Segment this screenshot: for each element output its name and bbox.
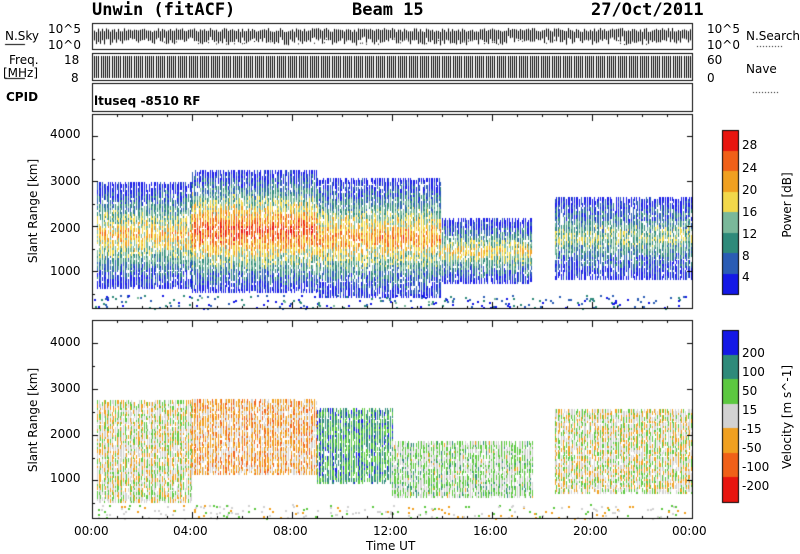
vel-cbar-m100: -100 bbox=[742, 460, 770, 474]
nsearch-tick-top: 10^5 bbox=[707, 22, 740, 36]
xtick-0: 00:00 bbox=[74, 524, 109, 538]
date-title: 27/Oct/2011 bbox=[591, 0, 704, 20]
power-cbar-24: 24 bbox=[742, 161, 758, 175]
xtick-4: 16:00 bbox=[473, 524, 508, 538]
power-cbar-16: 16 bbox=[742, 205, 758, 219]
vel-cbar-100: 100 bbox=[742, 365, 765, 379]
vel-cbar-50: 50 bbox=[742, 384, 758, 398]
velocity-ytick-4000: 4000 bbox=[50, 335, 81, 349]
nave-label: Nave bbox=[746, 62, 777, 76]
freq-unit: [MHz] bbox=[3, 66, 39, 80]
power-ytick-3000: 3000 bbox=[50, 174, 81, 188]
power-ytick-4000: 4000 bbox=[50, 127, 81, 141]
power-cbar-20: 20 bbox=[742, 183, 758, 197]
nave-tick-top: 60 bbox=[707, 53, 723, 67]
vel-cbar-15: 15 bbox=[742, 403, 758, 417]
station-title: Unwin (fitACF) bbox=[92, 0, 236, 20]
xlabel: Time UT bbox=[366, 539, 416, 553]
velocity-ytick-2000: 2000 bbox=[50, 427, 81, 441]
nave-tick-bottom: 0 bbox=[707, 71, 715, 85]
xtick-2: 08:00 bbox=[273, 524, 308, 538]
freq-label: Freq. bbox=[9, 53, 39, 67]
velocity-ytick-1000: 1000 bbox=[50, 471, 81, 485]
nsearch-tick-bottom: 10^0 bbox=[707, 38, 740, 52]
power-cbar-12: 12 bbox=[742, 227, 758, 241]
freq-tick-top: 18 bbox=[64, 53, 80, 67]
beam-title: Beam 15 bbox=[352, 0, 424, 20]
velocity-ylabel: Slant Range [km] bbox=[26, 367, 40, 473]
power-cbar-4: 4 bbox=[742, 270, 750, 284]
nsky-tick-top: 10^5 bbox=[48, 22, 81, 36]
xtick-1: 04:00 bbox=[173, 524, 208, 538]
vel-cbar-m200: -200 bbox=[742, 479, 770, 493]
velocity-cbar-label: Velocity [m s^-1] bbox=[780, 364, 794, 470]
xtick-5: 20:00 bbox=[573, 524, 608, 538]
nsearch-label: N.Search bbox=[746, 29, 800, 43]
vel-cbar-m50: -50 bbox=[742, 441, 762, 455]
cpid-label: CPID bbox=[6, 90, 39, 104]
nsky-tick-bottom: 10^0 bbox=[48, 38, 81, 52]
power-ylabel: Slant Range [km] bbox=[26, 158, 40, 264]
xtick-3: 12:00 bbox=[373, 524, 408, 538]
vel-cbar-200: 200 bbox=[742, 346, 765, 360]
xtick-6: 00:00 bbox=[672, 524, 707, 538]
power-cbar-label: Power [dB] bbox=[780, 172, 794, 238]
vel-cbar-m15: -15 bbox=[742, 422, 762, 436]
power-ytick-2000: 2000 bbox=[50, 221, 81, 235]
nsky-label: N.Sky bbox=[5, 29, 40, 43]
velocity-ytick-3000: 3000 bbox=[50, 381, 81, 395]
power-ytick-1000: 1000 bbox=[50, 264, 81, 278]
power-cbar-8: 8 bbox=[742, 249, 750, 263]
power-cbar-28: 28 bbox=[742, 138, 758, 152]
freq-tick-bottom: 8 bbox=[71, 71, 79, 85]
cpid-text: ltuseq -8510 RF bbox=[94, 94, 201, 108]
